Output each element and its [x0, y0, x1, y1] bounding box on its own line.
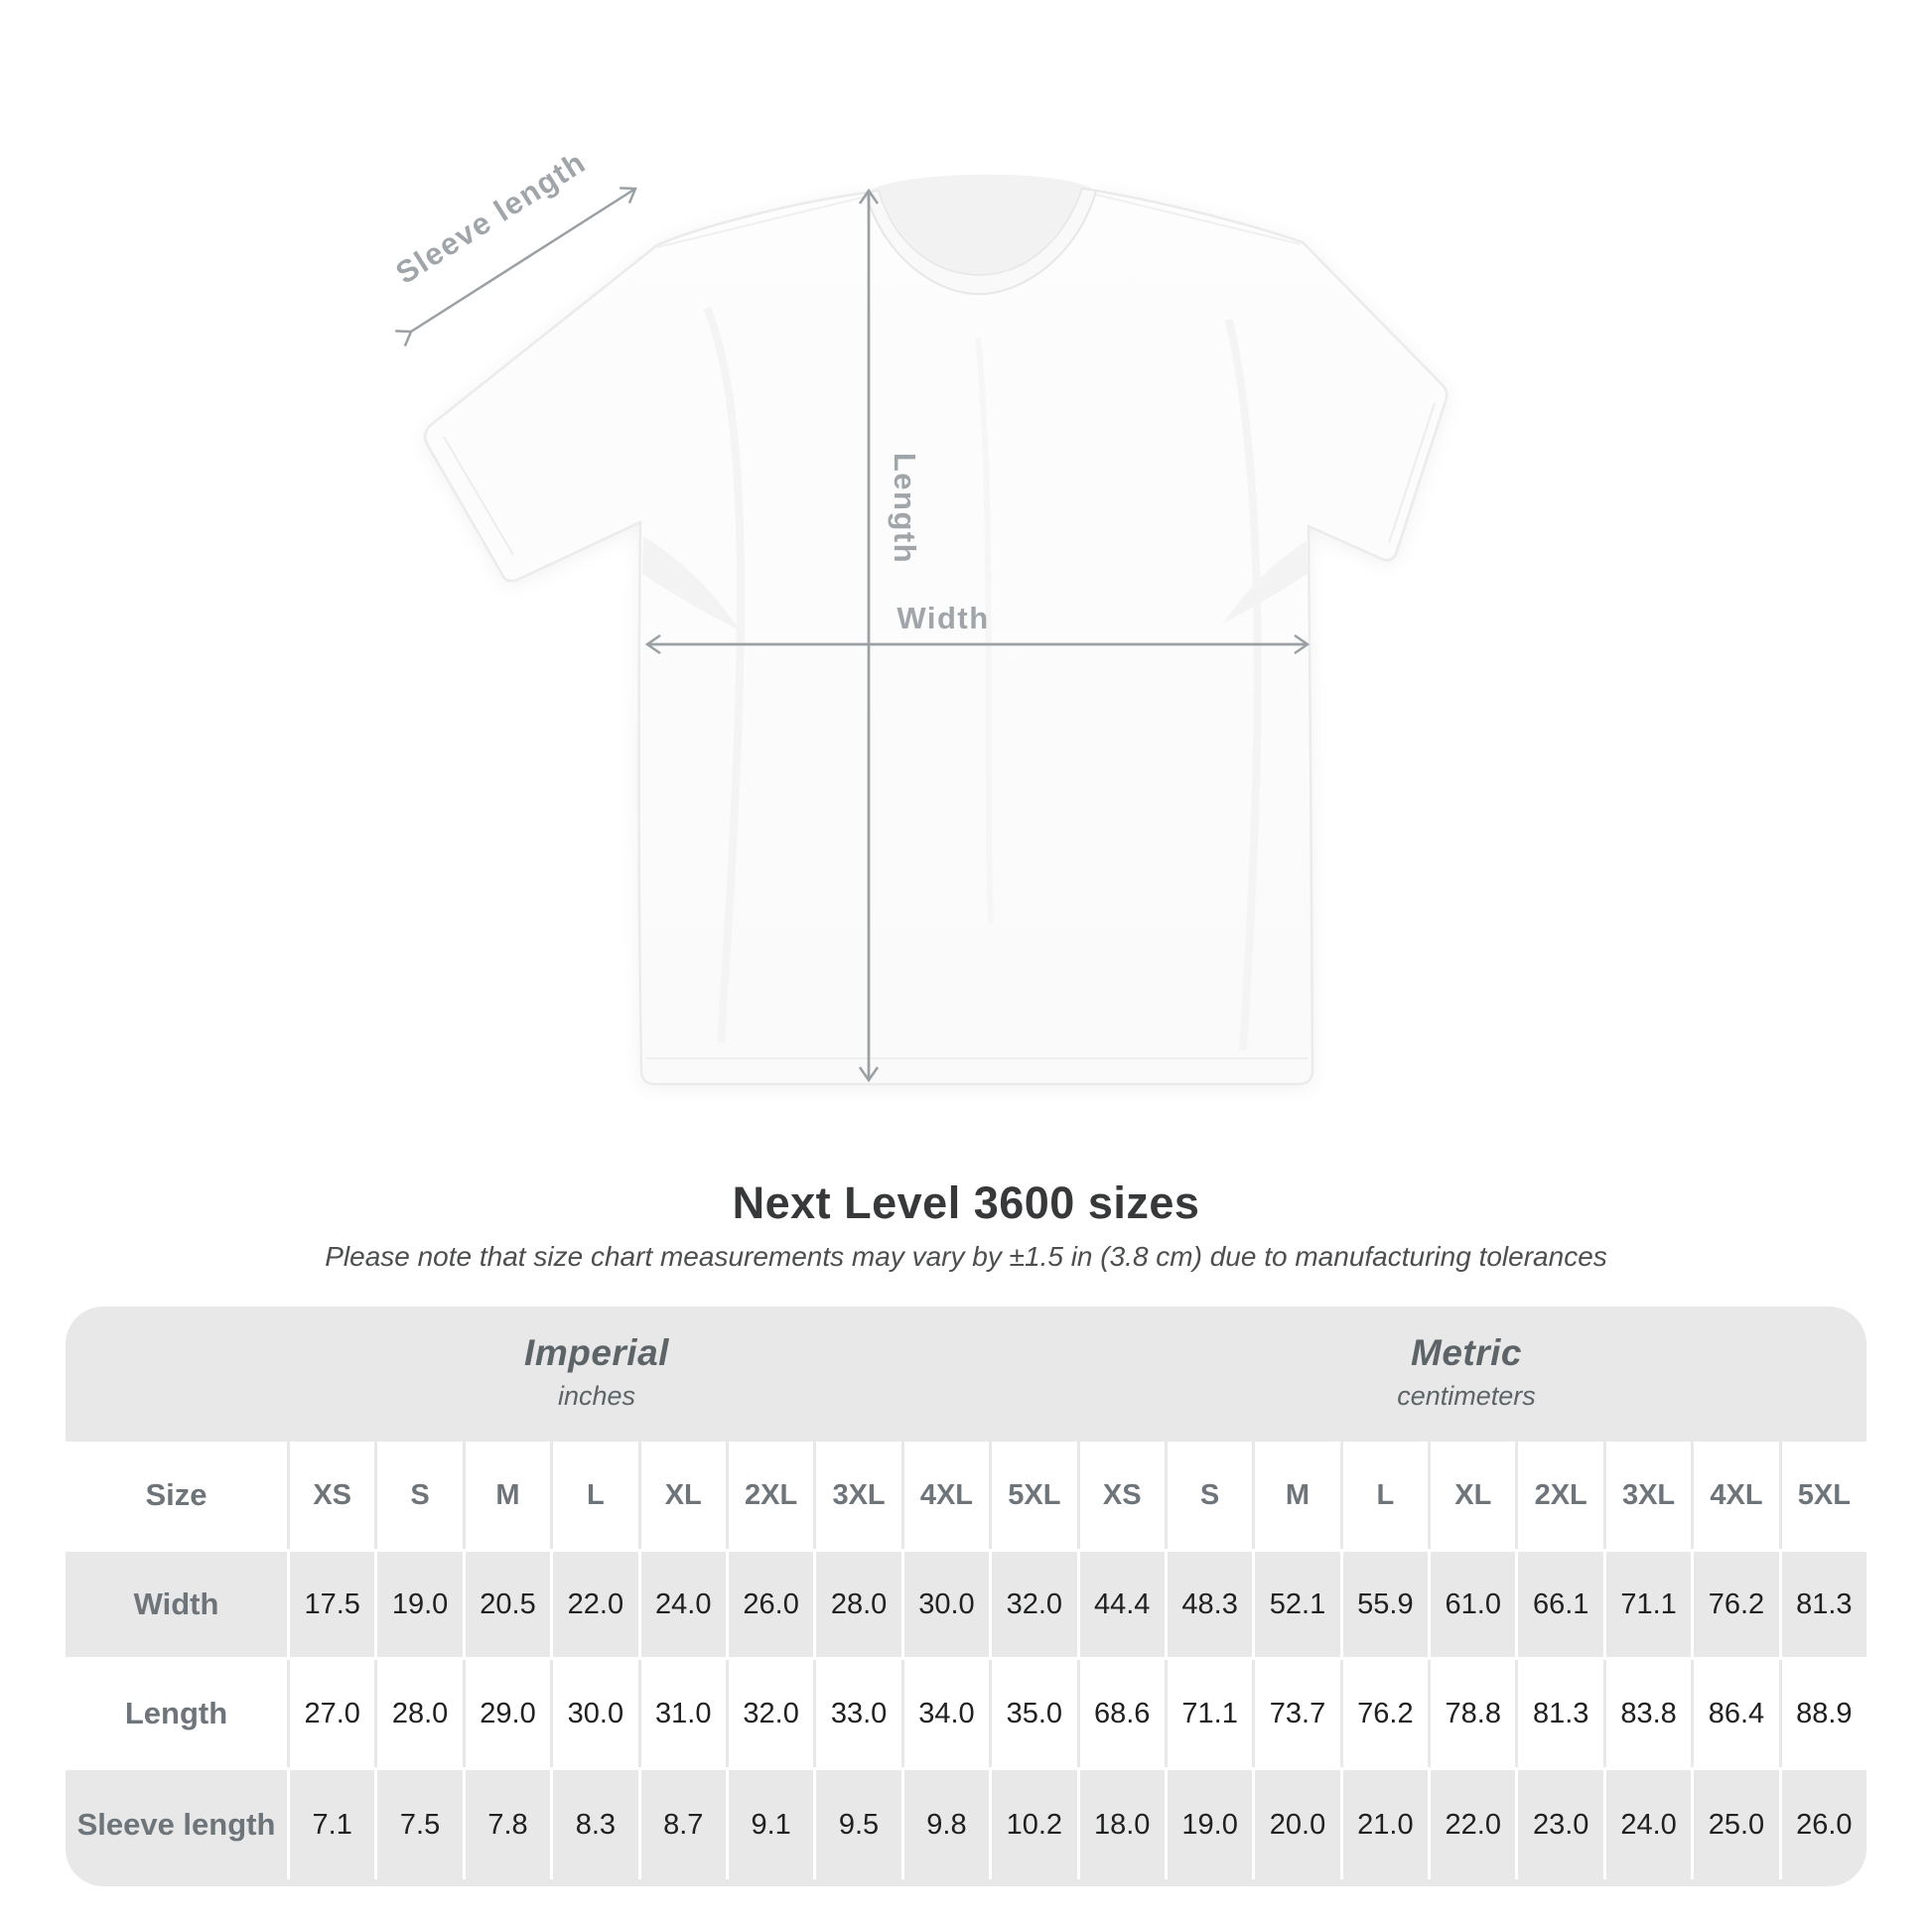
size-row-label: Size: [66, 1442, 287, 1549]
measurement-cell: 26.0: [1781, 1770, 1866, 1879]
measurement-cell: 19.0: [1167, 1770, 1253, 1879]
measurement-cell: 81.3: [1518, 1660, 1603, 1767]
imperial-header: Imperial inches: [524, 1330, 669, 1416]
measurement-cell: 71.1: [1167, 1660, 1253, 1767]
measurement-cell: 30.0: [903, 1552, 990, 1657]
size-col-header: 2XL: [1518, 1442, 1603, 1549]
measurement-cell: 9.8: [903, 1770, 990, 1879]
tshirt-shape: [423, 174, 1449, 1086]
measurement-cell: 18.0: [1079, 1770, 1165, 1879]
page-title: Next Level 3600 sizes: [732, 1177, 1200, 1228]
measurement-cell: 73.7: [1255, 1660, 1340, 1767]
measurement-cell: 52.1: [1255, 1552, 1340, 1657]
sleeve-length-row-label: Sleeve length: [66, 1770, 287, 1879]
measurement-cell: 83.8: [1605, 1660, 1692, 1767]
table-row-width: Width 17.5 19.0 20.5 22.0 24.0 26.0 28.0 30.0 32…: [66, 1549, 1866, 1660]
size-col-header: S: [1167, 1442, 1253, 1549]
size-col-header: L: [1342, 1442, 1429, 1549]
imperial-unit: inches: [557, 1381, 636, 1411]
width-label: Width: [897, 601, 989, 635]
table-row-length: Length 27.0 28.0 29.0 30.0 31.0 32.0 33.0 34.0 3…: [66, 1660, 1866, 1767]
measurement-cell: 31.0: [640, 1660, 726, 1767]
measurement-cell: 28.0: [816, 1552, 901, 1657]
measurement-cell: 30.0: [553, 1660, 638, 1767]
length-label: Length: [888, 453, 922, 564]
measurement-cell: 61.0: [1431, 1552, 1516, 1657]
measurement-cell: 24.0: [1605, 1770, 1692, 1879]
size-table: Imperial inches Metric centimeters Size …: [66, 1307, 1866, 1886]
metric-title: Metric: [1411, 1332, 1522, 1373]
size-col-header: M: [1255, 1442, 1340, 1549]
tolerance-note: Please note that size chart measurements…: [325, 1241, 1607, 1272]
size-col-header: 5XL: [992, 1442, 1077, 1549]
table-row-sleeve-length: Sleeve length 7.1 7.5 7.8 8.3 8.7 9.1 9.5 9.8 10…: [66, 1767, 1866, 1879]
measurement-cell: 24.0: [640, 1552, 726, 1657]
imperial-title: Imperial: [524, 1332, 669, 1373]
size-col-header: XS: [1079, 1442, 1165, 1549]
measurement-cell: 9.1: [728, 1770, 814, 1879]
measurement-cell: 22.0: [553, 1552, 638, 1657]
measurement-cell: 7.8: [465, 1770, 551, 1879]
measurement-cell: 81.3: [1781, 1552, 1866, 1657]
measurement-cell: 48.3: [1167, 1552, 1253, 1657]
size-col-header: XL: [1431, 1442, 1516, 1549]
width-row-label: Width: [66, 1552, 287, 1657]
measurement-cell: 76.2: [1342, 1660, 1429, 1767]
tshirt-illustration: Sleeve length Length Width: [389, 144, 1449, 1086]
measurement-cell: 19.0: [377, 1552, 463, 1657]
measurement-cell: 55.9: [1342, 1552, 1429, 1657]
size-col-header: 2XL: [728, 1442, 814, 1549]
measurement-cell: 10.2: [992, 1770, 1077, 1879]
measurement-cell: 17.5: [290, 1552, 375, 1657]
measurement-cell: 34.0: [903, 1660, 990, 1767]
metric-header: Metric centimeters: [1397, 1330, 1536, 1416]
sleeve-length-arrow: [395, 187, 637, 347]
measurement-cell: 32.0: [992, 1552, 1077, 1657]
measurement-cell: 76.2: [1694, 1552, 1779, 1657]
length-row-label: Length: [66, 1660, 287, 1767]
measurement-cell: 7.5: [377, 1770, 463, 1879]
measurement-cell: 86.4: [1694, 1660, 1779, 1767]
measurement-cell: 28.0: [377, 1660, 463, 1767]
metric-unit: centimeters: [1397, 1381, 1536, 1411]
measurement-cell: 26.0: [728, 1552, 814, 1657]
measurement-cell: 9.5: [816, 1770, 901, 1879]
measurement-cell: 27.0: [290, 1660, 375, 1767]
size-col-header: XS: [290, 1442, 375, 1549]
size-col-header: 4XL: [903, 1442, 990, 1549]
measurement-cell: 7.1: [290, 1770, 375, 1879]
size-col-header: 3XL: [816, 1442, 901, 1549]
measurement-cell: 20.0: [1255, 1770, 1340, 1879]
measurement-cell: 21.0: [1342, 1770, 1429, 1879]
measurement-cell: 44.4: [1079, 1552, 1165, 1657]
measurement-cell: 25.0: [1694, 1770, 1779, 1879]
measurement-cell: 29.0: [465, 1660, 551, 1767]
measurement-cell: 22.0: [1431, 1770, 1516, 1879]
size-col-header: XL: [640, 1442, 726, 1549]
measurement-cell: 8.3: [553, 1770, 638, 1879]
measurement-cell: 88.9: [1781, 1660, 1866, 1767]
measurement-cell: 78.8: [1431, 1660, 1516, 1767]
unit-header-band: Imperial inches Metric centimeters: [66, 1307, 1866, 1442]
measurement-cell: 33.0: [816, 1660, 901, 1767]
size-col-header: 3XL: [1605, 1442, 1692, 1549]
size-col-header: 5XL: [1781, 1442, 1866, 1549]
size-col-header: M: [465, 1442, 551, 1549]
size-col-header: L: [553, 1442, 638, 1549]
measurement-cell: 23.0: [1518, 1770, 1603, 1879]
measurement-cell: 35.0: [992, 1660, 1077, 1767]
measurement-cell: 20.5: [465, 1552, 551, 1657]
size-header-row: Size XS S M L XL 2XL 3XL 4XL 5XL XS S M L XL 2XL 3XL 4XL…: [66, 1442, 1866, 1549]
measurement-cell: 68.6: [1079, 1660, 1165, 1767]
measurement-cell: 66.1: [1518, 1552, 1603, 1657]
measurement-cell: 8.7: [640, 1770, 726, 1879]
measurement-cell: 32.0: [728, 1660, 814, 1767]
measurement-cell: 71.1: [1605, 1552, 1692, 1657]
size-col-header: S: [377, 1442, 463, 1549]
sleeve-length-label: Sleeve length: [389, 144, 592, 290]
size-col-header: 4XL: [1694, 1442, 1779, 1549]
